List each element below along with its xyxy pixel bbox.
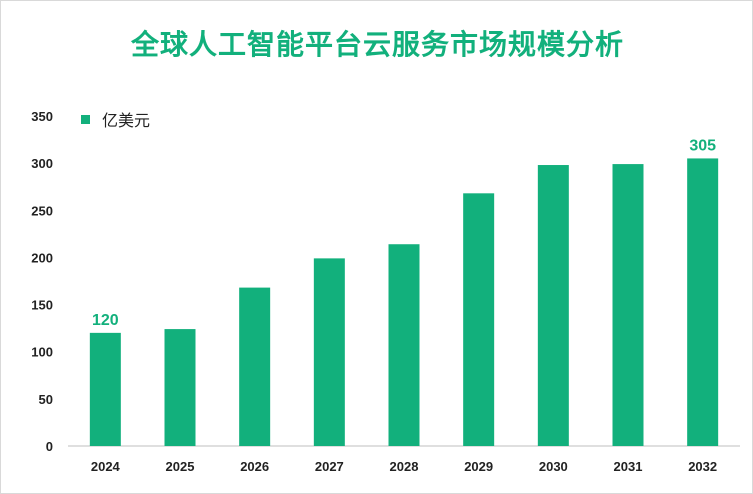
x-tick-label: 2028 xyxy=(390,459,419,474)
bar-2024 xyxy=(89,332,121,446)
y-tick-label: 50 xyxy=(39,392,53,407)
bar-2030 xyxy=(537,165,569,446)
data-label-2024: 120 xyxy=(92,312,119,329)
y-tick-label: 250 xyxy=(31,203,53,218)
y-tick-label: 200 xyxy=(31,250,53,265)
y-tick-label: 150 xyxy=(31,298,53,313)
x-tick-label: 2031 xyxy=(614,459,643,474)
chart-title: 全球人工智能平台云服务市场规模分析 xyxy=(130,28,624,61)
y-tick-label: 0 xyxy=(46,439,53,454)
legend-swatch xyxy=(81,114,90,124)
x-tick-label: 2024 xyxy=(91,459,121,474)
bar-2029 xyxy=(463,193,495,446)
bar-2031 xyxy=(612,164,644,447)
x-tick-label: 2025 xyxy=(166,459,195,474)
bar-2026 xyxy=(239,287,271,446)
bar-2028 xyxy=(388,244,420,446)
x-tick-label: 2030 xyxy=(539,459,568,474)
bar-2025 xyxy=(164,329,196,446)
x-tick-label: 2026 xyxy=(240,459,269,474)
legend-label: 亿美元 xyxy=(102,111,151,130)
data-label-2032: 305 xyxy=(689,137,716,154)
bar-2032 xyxy=(687,158,719,446)
y-tick-label: 300 xyxy=(31,156,53,171)
y-tick-label: 350 xyxy=(31,109,53,124)
x-tick-label: 2029 xyxy=(464,459,493,474)
y-tick-label: 100 xyxy=(31,345,53,360)
x-tick-label: 2027 xyxy=(315,459,344,474)
legend: 亿美元 xyxy=(81,107,150,131)
bar-2027 xyxy=(313,258,345,446)
x-tick-label: 2032 xyxy=(688,459,717,474)
